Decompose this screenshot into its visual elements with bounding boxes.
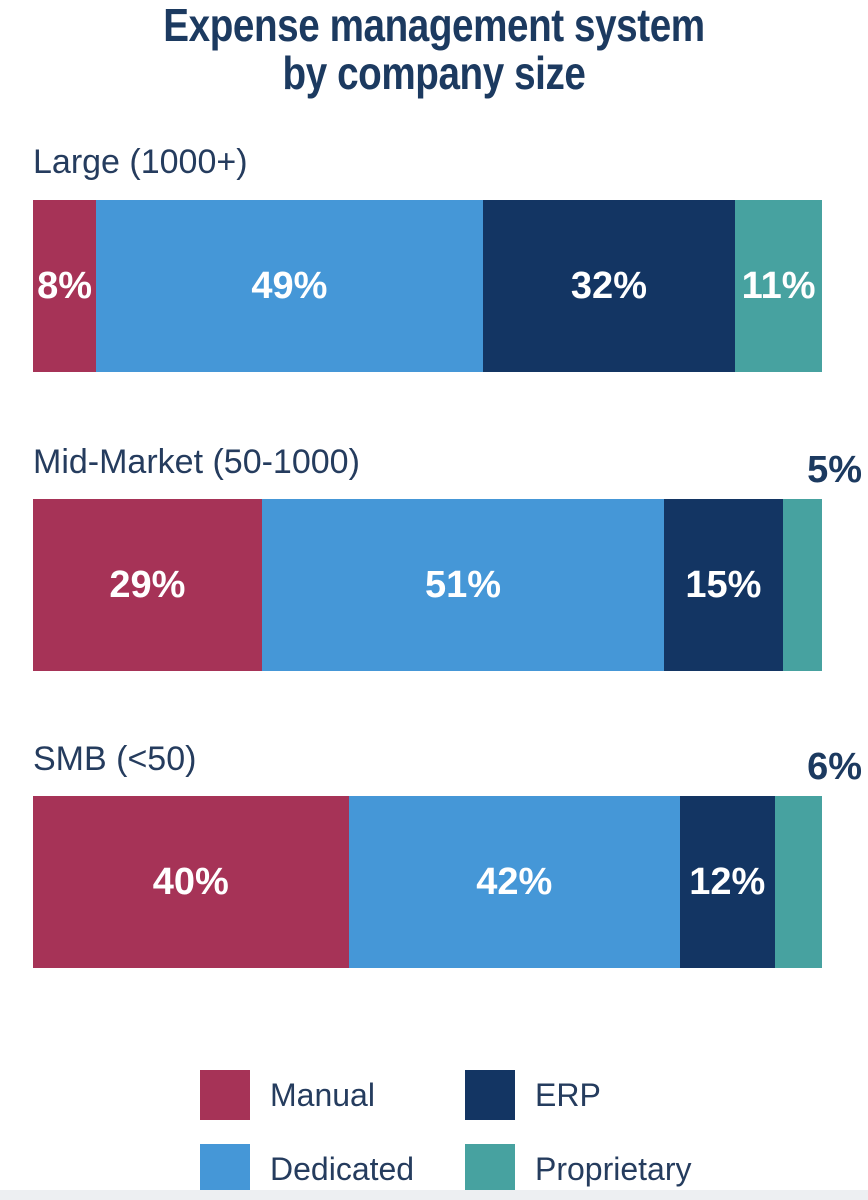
legend-label-manual: Manual <box>270 1076 375 1113</box>
outside-value-label-mid-market: 5% <box>807 449 862 491</box>
bar-segment-manual: 8% <box>33 200 97 372</box>
bar-segment-proprietary <box>782 499 822 671</box>
legend-label-dedicated: Dedicated <box>270 1150 415 1187</box>
legend-swatch-proprietary <box>465 1144 515 1194</box>
legend-swatch-erp <box>465 1070 515 1120</box>
legend-item-erp: ERP <box>465 1070 601 1120</box>
bar-segment-manual: 40% <box>33 796 349 968</box>
stacked-bar-mid-market: 29% 51% 15% <box>33 499 822 671</box>
legend-swatch-manual <box>200 1070 250 1120</box>
bar-segment-erp: 12% <box>679 796 775 968</box>
bar-segment-dedicated: 42% <box>348 796 680 968</box>
chart-title: Expense management system by company siz… <box>69 0 798 99</box>
outside-value-label-smb: 6% <box>807 746 862 788</box>
category-label-smb: SMB (<50) <box>33 740 197 778</box>
segment-value-label: 15% <box>685 563 762 606</box>
segment-value-label: 51% <box>424 563 502 606</box>
segment-value-label: 32% <box>570 264 647 307</box>
segment-value-label: 11% <box>741 264 816 307</box>
page-bottom-edge <box>0 1190 868 1200</box>
segment-value-label: 12% <box>689 860 766 903</box>
segment-value-label: 40% <box>152 860 229 903</box>
legend-label-proprietary: Proprietary <box>535 1150 692 1187</box>
segment-value-label: 42% <box>476 860 553 903</box>
chart-title-line2: by company size <box>282 46 586 99</box>
bar-segment-erp: 15% <box>664 499 783 671</box>
bar-segment-proprietary: 11% <box>735 200 822 372</box>
bar-segment-dedicated: 49% <box>96 200 483 372</box>
legend-item-proprietary: Proprietary <box>465 1144 692 1194</box>
segment-value-label: 49% <box>251 264 328 307</box>
segment-value-label: 29% <box>109 563 186 606</box>
legend-swatch-dedicated <box>200 1144 250 1194</box>
legend-label-erp: ERP <box>535 1076 601 1113</box>
legend-item-manual: Manual <box>200 1070 375 1120</box>
category-label-mid-market: Mid-Market (50-1000) <box>33 443 360 481</box>
category-label-large: Large (1000+) <box>33 143 248 181</box>
segment-value-label: 8% <box>37 264 93 307</box>
legend-item-dedicated: Dedicated <box>200 1144 414 1194</box>
bar-segment-manual: 29% <box>33 499 262 671</box>
chart-title-line1: Expense management system <box>163 0 705 51</box>
bar-segment-erp: 32% <box>482 200 736 372</box>
bar-segment-proprietary <box>774 796 822 968</box>
stacked-bar-large: 8% 49% 32% 11% <box>33 200 822 372</box>
bar-segment-dedicated: 51% <box>261 499 665 671</box>
stacked-bar-smb: 40% 42% 12% <box>33 796 822 968</box>
